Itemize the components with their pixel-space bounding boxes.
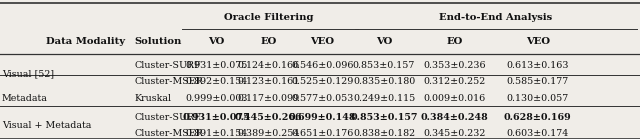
Text: Solution: Solution	[134, 37, 182, 46]
Text: 0.353±0.236: 0.353±0.236	[423, 61, 486, 70]
Text: EO: EO	[260, 37, 277, 46]
Text: VO: VO	[208, 37, 225, 46]
Text: 0.892±0.154: 0.892±0.154	[185, 77, 248, 86]
Text: 0.603±0.174: 0.603±0.174	[506, 129, 569, 138]
Text: 0.312±0.252: 0.312±0.252	[423, 77, 486, 86]
Text: 0.585±0.177: 0.585±0.177	[506, 77, 569, 86]
Text: 0.891±0.154: 0.891±0.154	[185, 129, 248, 138]
Text: Visual + Metadata: Visual + Metadata	[2, 121, 92, 130]
Text: VO: VO	[376, 37, 392, 46]
Text: 0.853±0.157: 0.853±0.157	[353, 61, 415, 70]
Text: Cluster-MSER: Cluster-MSER	[134, 77, 203, 86]
Text: 0.445±0.266: 0.445±0.266	[235, 113, 303, 121]
Text: 0.931±0.075: 0.931±0.075	[185, 61, 248, 70]
Text: Oracle Filtering: Oracle Filtering	[224, 13, 314, 22]
Text: Metadata: Metadata	[2, 94, 48, 103]
Text: 0.130±0.057: 0.130±0.057	[506, 94, 569, 103]
Text: EO: EO	[446, 37, 463, 46]
Text: 0.835±0.180: 0.835±0.180	[353, 77, 415, 86]
Text: VEO: VEO	[310, 37, 335, 46]
Text: 0.546±0.096: 0.546±0.096	[291, 61, 354, 70]
Text: 0.009±0.016: 0.009±0.016	[423, 94, 486, 103]
Text: 0.853±0.157: 0.853±0.157	[350, 113, 418, 121]
Text: 0.249±0.115: 0.249±0.115	[353, 94, 415, 103]
Text: 0.123±0.161: 0.123±0.161	[237, 77, 300, 86]
Text: 0.628±0.169: 0.628±0.169	[504, 113, 572, 121]
Text: 0.651±0.176: 0.651±0.176	[291, 129, 354, 138]
Text: Data Modality: Data Modality	[46, 37, 125, 46]
Text: Cluster-SURF: Cluster-SURF	[134, 61, 201, 70]
Text: 0.389±0.254: 0.389±0.254	[237, 129, 300, 138]
Text: 0.613±0.163: 0.613±0.163	[506, 61, 569, 70]
Text: VEO: VEO	[525, 37, 550, 46]
Text: 0.384±0.248: 0.384±0.248	[420, 113, 488, 121]
Text: 0.838±0.182: 0.838±0.182	[353, 129, 415, 138]
Text: 0.117±0.099: 0.117±0.099	[237, 94, 300, 103]
Text: End-to-End Analysis: End-to-End Analysis	[440, 13, 552, 22]
Text: 0.525±0.129: 0.525±0.129	[291, 77, 354, 86]
Text: 0.699±0.148: 0.699±0.148	[289, 113, 356, 121]
Text: 0.577±0.053: 0.577±0.053	[291, 94, 354, 103]
Text: 0.931±0.075: 0.931±0.075	[182, 113, 250, 121]
Text: Visual [52]: Visual [52]	[2, 69, 54, 78]
Text: 0.124±0.166: 0.124±0.166	[237, 61, 300, 70]
Text: 0.345±0.232: 0.345±0.232	[423, 129, 486, 138]
Text: Kruskal: Kruskal	[134, 94, 172, 103]
Text: 0.999±0.003: 0.999±0.003	[185, 94, 248, 103]
Text: Cluster-MSER: Cluster-MSER	[134, 129, 203, 138]
Text: Cluster-SURF: Cluster-SURF	[134, 113, 201, 121]
